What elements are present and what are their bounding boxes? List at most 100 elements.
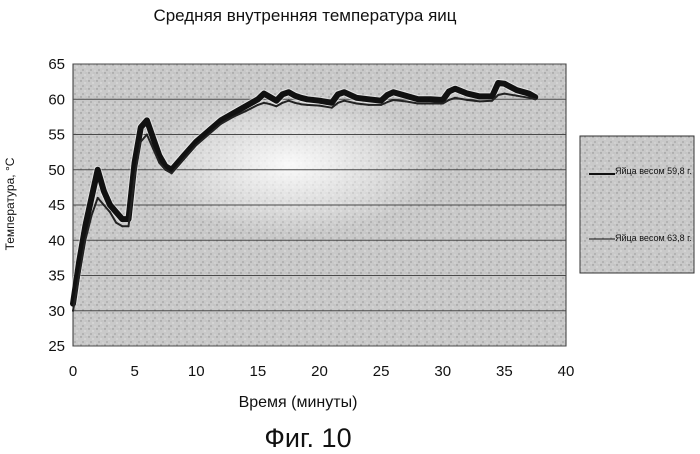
data-point <box>262 91 266 95</box>
data-point <box>534 98 536 100</box>
y-tick-label: 55 <box>48 127 65 144</box>
data-point <box>120 217 124 221</box>
x-tick-label: 30 <box>434 363 451 380</box>
x-tick-labels: 0510152025303540 <box>69 363 575 380</box>
data-point <box>282 102 284 104</box>
data-point <box>152 148 154 150</box>
data-point <box>496 81 500 85</box>
data-point <box>429 103 431 105</box>
data-point <box>405 100 407 102</box>
data-point <box>108 203 112 207</box>
y-tick-label: 50 <box>48 162 65 179</box>
data-point <box>288 100 290 102</box>
data-point <box>331 107 333 109</box>
y-tick-labels: 253035404550556065 <box>48 56 65 355</box>
data-point <box>354 96 358 100</box>
data-point <box>428 97 432 101</box>
data-point <box>128 225 130 227</box>
data-point <box>83 224 87 228</box>
y-tick-label: 40 <box>48 232 65 249</box>
data-point <box>287 90 291 94</box>
data-point <box>416 97 420 101</box>
legend-entry-2: Яйца весом 63,8 г. <box>615 233 693 261</box>
data-point <box>330 101 334 105</box>
data-point <box>337 102 339 104</box>
data-point <box>96 168 100 172</box>
data-point <box>367 97 371 101</box>
data-point <box>515 88 519 92</box>
data-point <box>139 125 143 129</box>
x-tick-label: 5 <box>130 363 138 380</box>
x-tick-label: 40 <box>558 363 575 380</box>
data-point <box>300 103 302 105</box>
data-point <box>448 99 450 101</box>
data-point <box>392 99 394 101</box>
data-point <box>269 103 271 105</box>
x-tick-label: 25 <box>373 363 390 380</box>
data-point <box>263 102 265 104</box>
data-point <box>151 136 155 140</box>
data-point <box>72 310 74 312</box>
data-point <box>380 104 382 106</box>
data-point <box>528 97 530 99</box>
data-point <box>275 105 277 107</box>
x-tick-label: 0 <box>69 363 77 380</box>
data-point <box>102 189 106 193</box>
data-point <box>497 94 499 96</box>
data-point <box>294 102 296 104</box>
legend-entry-1: Яйца весом 59,8 г. <box>615 166 693 194</box>
data-point <box>391 90 395 94</box>
data-point <box>453 87 457 91</box>
data-point <box>146 134 148 136</box>
x-tick-label: 15 <box>250 363 267 380</box>
data-point <box>84 239 86 241</box>
y-tick-label: 35 <box>48 268 65 285</box>
chart-title: Средняя внутренняя температура яиц <box>153 6 456 25</box>
data-point <box>527 91 531 95</box>
data-point <box>293 94 297 98</box>
data-point <box>479 100 481 102</box>
data-point <box>140 141 142 143</box>
data-point <box>78 275 80 277</box>
data-point <box>306 104 308 106</box>
data-point <box>368 104 370 106</box>
data-point <box>121 225 123 227</box>
data-point <box>491 100 493 102</box>
data-point <box>274 99 278 103</box>
data-point <box>386 101 388 103</box>
data-point <box>516 95 518 97</box>
data-point <box>442 103 444 105</box>
x-tick-label: 35 <box>496 363 513 380</box>
data-point <box>103 204 105 206</box>
x-axis-label: Время (минуты) <box>239 394 358 411</box>
data-point <box>417 103 419 105</box>
x-tick-label: 20 <box>311 363 328 380</box>
data-point <box>134 176 136 178</box>
data-point <box>268 95 272 99</box>
data-point <box>91 215 93 217</box>
figure-caption: Фиг. 10 <box>264 423 351 453</box>
data-point <box>305 97 309 101</box>
data-point <box>356 103 358 105</box>
data-point <box>404 94 408 98</box>
data-point <box>114 210 118 214</box>
data-point <box>280 92 284 96</box>
plot-glare <box>140 95 440 235</box>
y-tick-label: 30 <box>48 303 65 320</box>
data-point <box>319 105 321 107</box>
data-point <box>503 93 505 95</box>
data-point <box>208 134 210 136</box>
data-point <box>243 104 247 108</box>
data-point <box>220 123 222 125</box>
data-point <box>257 104 259 106</box>
data-point <box>256 97 260 101</box>
data-point <box>145 118 149 122</box>
data-point <box>89 196 93 200</box>
y-tick-label: 25 <box>48 338 65 355</box>
data-point <box>385 93 389 97</box>
y-tick-label: 60 <box>48 91 65 108</box>
data-point <box>245 110 247 112</box>
legend: Яйца весом 59,8 г. Яйца весом 63,8 г. <box>580 136 694 273</box>
data-point <box>158 162 160 164</box>
